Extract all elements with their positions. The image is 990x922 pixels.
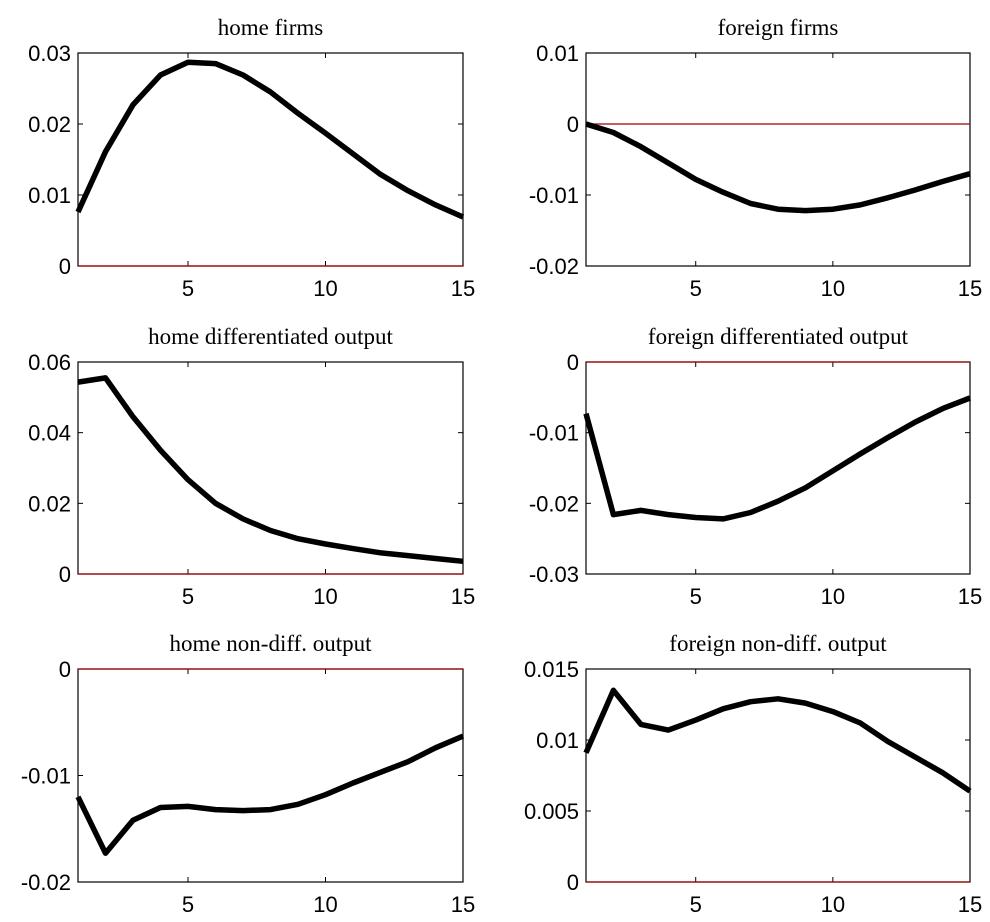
y-tick-label: 0 <box>567 112 579 137</box>
panel-title: foreign differentiated output <box>648 324 909 349</box>
series-line <box>75 733 465 856</box>
y-tick-label: -0.02 <box>529 491 579 516</box>
series-line <box>583 395 971 522</box>
x-tick-label: 5 <box>690 276 702 301</box>
panel-title: home firms <box>218 15 323 40</box>
panel-title: foreign non-diff. output <box>669 631 887 656</box>
x-tick-label: 15 <box>451 276 475 301</box>
y-tick-label: 0.04 <box>28 421 71 446</box>
series-line <box>583 687 972 794</box>
chart-panel-6: foreign non-diff. output 0 0.005 0.01 0.015 5… <box>524 631 982 917</box>
chart-panel-3: home differentiated output 0 0.02 0.04 0.06 5… <box>28 324 475 609</box>
y-tick-label: 0.02 <box>28 112 71 137</box>
y-tick-label: 0.015 <box>524 657 579 682</box>
y-tick-label: 0 <box>59 657 71 682</box>
x-tick-label: 15 <box>958 276 982 301</box>
chart-panel-2: foreign firms -0.02 -0.01 0 0.01 5 10 15 <box>529 15 982 301</box>
x-tick-label: 15 <box>958 584 982 609</box>
x-tick-label: 10 <box>821 892 845 917</box>
y-tick-label: 0.01 <box>536 728 579 753</box>
panel-title: foreign firms <box>718 15 839 40</box>
x-tick-label: 15 <box>451 892 475 917</box>
x-tick-label: 5 <box>690 584 702 609</box>
y-tick-label: -0.02 <box>21 870 71 895</box>
series-line <box>585 121 971 214</box>
y-tick-label: 0 <box>59 254 71 279</box>
series-line <box>77 375 464 565</box>
y-tick-label: 0 <box>59 562 71 587</box>
y-tick-label: 0.01 <box>536 41 579 66</box>
y-tick-label: 0.03 <box>28 41 71 66</box>
y-tick-label: 0.005 <box>524 799 579 824</box>
y-tick-label: 0 <box>567 350 579 375</box>
y-tick-label: -0.01 <box>21 764 71 789</box>
chart-panel-4: foreign differentiated output -0.03 -0.02 -… <box>529 324 982 609</box>
x-tick-label: 15 <box>958 892 982 917</box>
axes-frame <box>77 361 464 575</box>
x-tick-label: 5 <box>182 584 194 609</box>
x-tick-label: 10 <box>821 276 845 301</box>
x-tick-label: 10 <box>821 584 845 609</box>
panel-title: home non-diff. output <box>169 631 372 656</box>
y-tick-label: 0.01 <box>28 183 71 208</box>
y-tick-label: 0.06 <box>28 350 71 375</box>
chart-panel-1: home firms 0 0.01 0.02 0.03 5 10 15 <box>28 15 475 301</box>
x-tick-label: 10 <box>313 584 337 609</box>
y-tick-label: 0 <box>567 870 579 895</box>
y-tick-label: -0.01 <box>529 183 579 208</box>
panel-title: home differentiated output <box>148 324 393 349</box>
y-tick-label: -0.02 <box>529 254 579 279</box>
axes-frame <box>77 52 464 267</box>
x-tick-label: 5 <box>690 892 702 917</box>
x-tick-label: 5 <box>182 892 194 917</box>
y-tick-label: -0.03 <box>529 562 579 587</box>
axes-frame <box>77 668 464 883</box>
axes-frame <box>585 361 971 575</box>
axes-frame <box>585 52 971 267</box>
axes-frame <box>585 668 971 883</box>
x-tick-label: 5 <box>182 276 194 301</box>
y-tick-label: -0.01 <box>529 421 579 446</box>
chart-panel-5: home non-diff. output -0.02 -0.01 0 5 10 15 <box>21 631 475 917</box>
y-tick-label: 0.02 <box>28 491 71 516</box>
x-tick-label: 10 <box>313 892 337 917</box>
x-tick-label: 10 <box>313 276 337 301</box>
x-tick-label: 15 <box>451 584 475 609</box>
series-line <box>75 59 465 220</box>
